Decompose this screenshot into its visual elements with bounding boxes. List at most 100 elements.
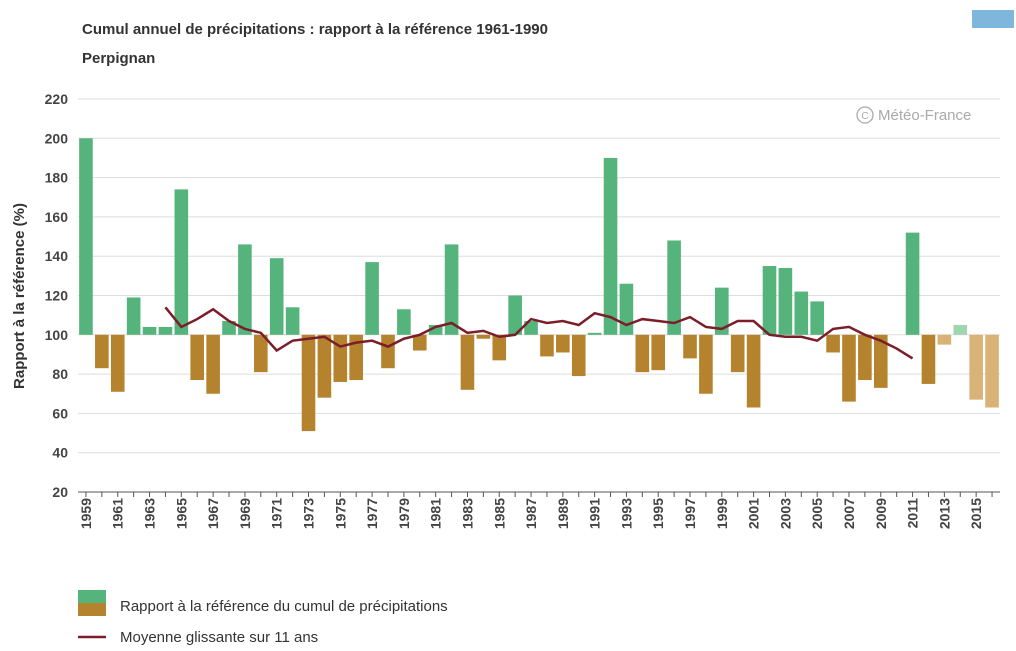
bar xyxy=(174,189,189,335)
bar xyxy=(269,258,284,335)
chart-title: Cumul annuel de précipitations : rapport… xyxy=(82,21,548,38)
x-tick-label: 2011 xyxy=(905,498,921,529)
bar xyxy=(95,334,109,369)
x-tick-label: 1965 xyxy=(173,498,189,529)
y-tick-label: 200 xyxy=(45,130,69,146)
x-tick-label: 1975 xyxy=(332,498,348,529)
bar xyxy=(349,334,363,380)
moving-average-line xyxy=(164,306,914,360)
x-tick-label: 1967 xyxy=(205,498,221,529)
bar xyxy=(254,334,268,373)
bar xyxy=(937,334,952,345)
bar xyxy=(285,307,300,335)
bar xyxy=(985,334,999,408)
bar xyxy=(556,334,570,353)
bar xyxy=(317,334,332,398)
bar xyxy=(110,334,125,392)
x-tick-label: 2015 xyxy=(968,498,984,529)
x-tick-label: 1973 xyxy=(301,498,317,529)
y-axis-label: Rapport à la référence (%) xyxy=(11,203,28,389)
copyright-icon xyxy=(856,106,874,124)
x-tick-label: 1971 xyxy=(269,498,285,529)
x-tick-label: 1995 xyxy=(650,498,666,529)
bar xyxy=(587,332,602,335)
x-tick-label: 1969 xyxy=(237,498,253,529)
bar xyxy=(826,334,840,353)
copyright-c: C xyxy=(861,111,868,122)
x-tick-label: 1977 xyxy=(364,498,380,529)
bar xyxy=(730,334,745,373)
bar xyxy=(651,334,666,371)
bar xyxy=(381,334,395,369)
legend-swatch xyxy=(78,603,106,616)
bar xyxy=(715,287,729,335)
bar xyxy=(333,334,348,382)
bar xyxy=(842,334,856,402)
bar xyxy=(953,324,968,335)
bar xyxy=(444,244,459,335)
bar xyxy=(683,334,697,359)
x-tick-label: 2005 xyxy=(809,498,825,529)
bar xyxy=(508,295,522,335)
x-tick-label: 2007 xyxy=(841,498,857,529)
x-tick-label: 1993 xyxy=(618,498,634,529)
chart-subtitle: Perpignan xyxy=(82,50,155,67)
bar xyxy=(476,334,491,339)
legend-label: Rapport à la référence du cumul de préci… xyxy=(120,598,448,615)
bar xyxy=(158,326,173,335)
x-tick-label: 1989 xyxy=(555,498,571,529)
x-tick-label: 1987 xyxy=(523,498,539,529)
bar xyxy=(810,301,824,335)
bar xyxy=(921,334,936,384)
y-tick-label: 140 xyxy=(45,248,69,264)
credit: Météo-France xyxy=(878,107,971,124)
x-tick-label: 1991 xyxy=(587,498,603,529)
bar xyxy=(142,326,157,335)
x-tick-label: 1979 xyxy=(396,498,412,529)
bar xyxy=(699,334,713,394)
x-tick-label: 1981 xyxy=(428,498,444,529)
x-tick-label: 2003 xyxy=(777,498,793,529)
x-tick-label: 1985 xyxy=(491,498,507,529)
legend-label: Moyenne glissante sur 11 ans xyxy=(120,629,318,646)
bar xyxy=(238,244,252,335)
bar xyxy=(873,334,888,388)
bar xyxy=(667,240,681,335)
x-tick-label: 2013 xyxy=(936,498,952,529)
bar xyxy=(206,334,220,394)
y-tick-label: 220 xyxy=(45,91,69,107)
bar xyxy=(794,291,809,335)
bar xyxy=(222,321,236,335)
bar xyxy=(365,262,379,335)
bar xyxy=(397,309,411,335)
bar xyxy=(905,232,920,335)
y-tick-label: 160 xyxy=(45,209,69,225)
bar xyxy=(858,334,872,380)
x-tick-label: 2009 xyxy=(873,498,889,529)
x-tick-label: 1961 xyxy=(110,498,126,529)
bar xyxy=(540,334,554,357)
bar xyxy=(190,334,205,380)
bar xyxy=(79,138,93,335)
bar xyxy=(460,334,475,390)
bar xyxy=(126,297,141,335)
x-tick-label: 2001 xyxy=(746,498,762,529)
bar xyxy=(492,334,507,361)
y-tick-label: 40 xyxy=(52,445,68,461)
x-tick-label: 1963 xyxy=(142,498,158,529)
x-tick-label: 1999 xyxy=(714,498,730,529)
bar xyxy=(635,334,650,373)
bar xyxy=(428,324,443,335)
bar xyxy=(746,334,761,408)
x-tick-label: 1959 xyxy=(78,498,94,529)
bar xyxy=(603,157,618,335)
bar xyxy=(571,334,586,377)
bar xyxy=(301,334,316,432)
legend-swatch xyxy=(78,590,106,603)
bar xyxy=(619,283,634,335)
bar xyxy=(412,334,427,351)
bar xyxy=(778,267,793,335)
bar xyxy=(762,266,777,335)
y-tick-label: 180 xyxy=(45,170,69,186)
